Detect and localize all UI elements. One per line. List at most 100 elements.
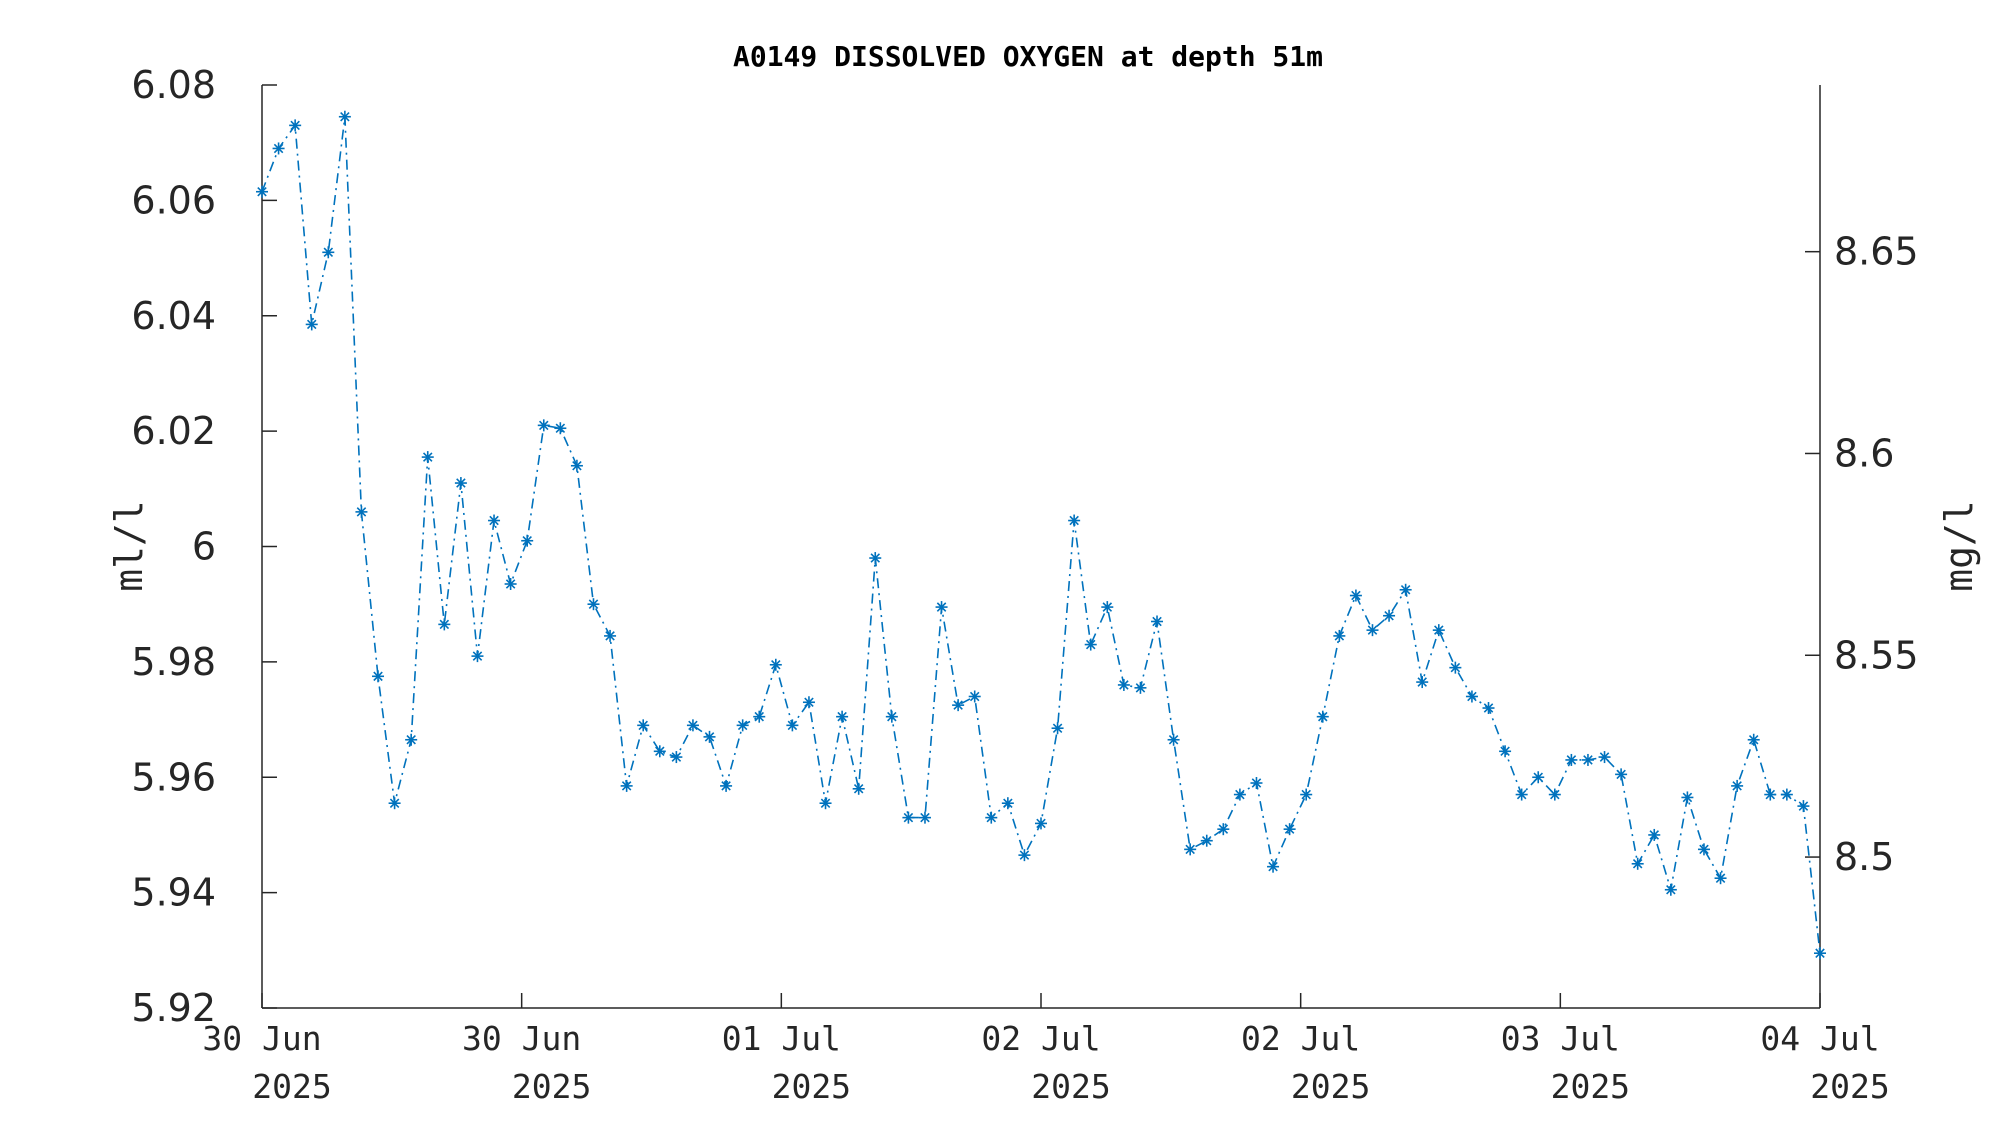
left-y-tick-label: 5.98 — [131, 640, 216, 684]
left-y-tick-label: 5.94 — [131, 871, 216, 915]
data-point — [1217, 823, 1230, 836]
data-point — [637, 719, 650, 732]
data-point — [1018, 849, 1031, 862]
data-point — [1267, 860, 1280, 873]
data-point — [421, 451, 434, 464]
data-point — [1383, 609, 1396, 622]
x-tick-label-year: 2025 — [1810, 1067, 1889, 1106]
x-tick-label-year: 2025 — [772, 1067, 851, 1106]
data-point — [885, 710, 898, 723]
data-point — [256, 185, 268, 198]
left-y-ticks: 6.08 6.06 6.04 6.02 6 5.98 5.96 5.94 5.92 — [131, 63, 277, 1030]
right-y-ticks: 8.65 8.6 8.55 8.5 — [1805, 230, 1919, 879]
data-point — [1465, 690, 1478, 703]
data-point — [305, 318, 318, 331]
x-tick-label-day: 02 Jul — [1241, 1019, 1360, 1058]
data-point — [1664, 883, 1677, 896]
data-point — [1648, 828, 1661, 841]
data-point — [1565, 753, 1578, 766]
data-point — [1167, 733, 1180, 746]
data-point — [1548, 788, 1561, 801]
data-point — [935, 601, 948, 614]
data-point — [703, 730, 716, 743]
data-point — [1449, 661, 1462, 674]
data-point — [405, 733, 418, 746]
x-tick-label-day: 04 Jul — [1760, 1019, 1879, 1058]
right-y-tick-label: 8.65 — [1834, 230, 1919, 274]
data-point — [1532, 771, 1545, 784]
x-tick-label-year: 2025 — [1551, 1067, 1630, 1106]
data-point — [554, 422, 567, 435]
x-tick-label-day: 03 Jul — [1501, 1019, 1620, 1058]
data-point — [504, 577, 517, 590]
data-point — [1333, 629, 1346, 642]
data-point — [1001, 797, 1014, 810]
x-tick-label-year: 2025 — [512, 1067, 591, 1106]
data-point — [1515, 788, 1528, 801]
data-point — [521, 534, 534, 547]
data-point — [1283, 823, 1296, 836]
data-point — [1714, 872, 1727, 885]
data-point — [1780, 788, 1793, 801]
data-point — [438, 618, 451, 631]
data-point — [902, 811, 915, 824]
x-tick-label-day: 02 Jul — [981, 1019, 1100, 1058]
data-point — [753, 710, 766, 723]
data-point — [1747, 733, 1760, 746]
data-point — [1250, 777, 1263, 790]
data-point — [322, 246, 335, 259]
data-point — [1184, 843, 1197, 856]
data-point — [1068, 514, 1081, 527]
data-point — [355, 505, 368, 518]
data-point — [1084, 638, 1097, 651]
data-point — [985, 811, 998, 824]
data-point — [372, 670, 385, 683]
data-point — [918, 811, 931, 824]
data-point — [1432, 624, 1445, 637]
data-point — [952, 699, 965, 712]
series-dissolved-oxygen — [256, 110, 1826, 960]
data-point — [736, 719, 749, 732]
data-point — [1416, 676, 1429, 689]
x-tick-label-day: 01 Jul — [722, 1019, 841, 1058]
x-tick-label-year: 2025 — [1031, 1067, 1110, 1106]
x-ticks: 30 Jun 2025 30 Jun 2025 01 Jul 2025 02 Jul 2025… — [202, 993, 1890, 1106]
left-y-tick-label: 6.04 — [131, 294, 216, 338]
data-point — [968, 690, 981, 703]
data-point — [604, 629, 617, 642]
data-point — [1035, 817, 1047, 830]
data-point — [289, 119, 302, 132]
right-y-tick-label: 8.6 — [1834, 431, 1894, 475]
data-point — [570, 459, 583, 472]
data-point — [587, 598, 600, 611]
right-y-tick-label: 8.5 — [1834, 835, 1894, 879]
plot-axes — [261, 85, 1821, 1009]
y-axis-label-right: mg/l — [1937, 500, 1981, 592]
data-point — [670, 751, 683, 764]
data-point — [1349, 589, 1362, 602]
data-point — [653, 745, 666, 758]
data-point — [836, 710, 849, 723]
data-point — [1731, 779, 1744, 792]
data-point — [769, 658, 782, 671]
data-point — [720, 779, 733, 792]
data-point — [1300, 788, 1313, 801]
data-point — [1615, 768, 1628, 781]
data-point — [1499, 745, 1512, 758]
x-tick-label-day: 30 Jun — [462, 1019, 581, 1058]
data-point — [1101, 601, 1114, 614]
data-point — [1814, 947, 1826, 960]
data-point — [819, 797, 832, 810]
data-point — [1598, 751, 1611, 764]
data-point — [1631, 857, 1644, 870]
data-point — [488, 514, 501, 527]
data-point — [471, 650, 484, 663]
left-y-tick-label: 6.08 — [131, 63, 216, 107]
data-point — [1316, 710, 1329, 723]
data-point — [1134, 681, 1147, 694]
data-point — [1764, 788, 1777, 801]
data-point — [852, 782, 865, 795]
left-y-tick-label: 5.92 — [131, 986, 216, 1030]
data-point — [1117, 678, 1130, 691]
left-y-tick-label: 6.02 — [131, 409, 216, 453]
